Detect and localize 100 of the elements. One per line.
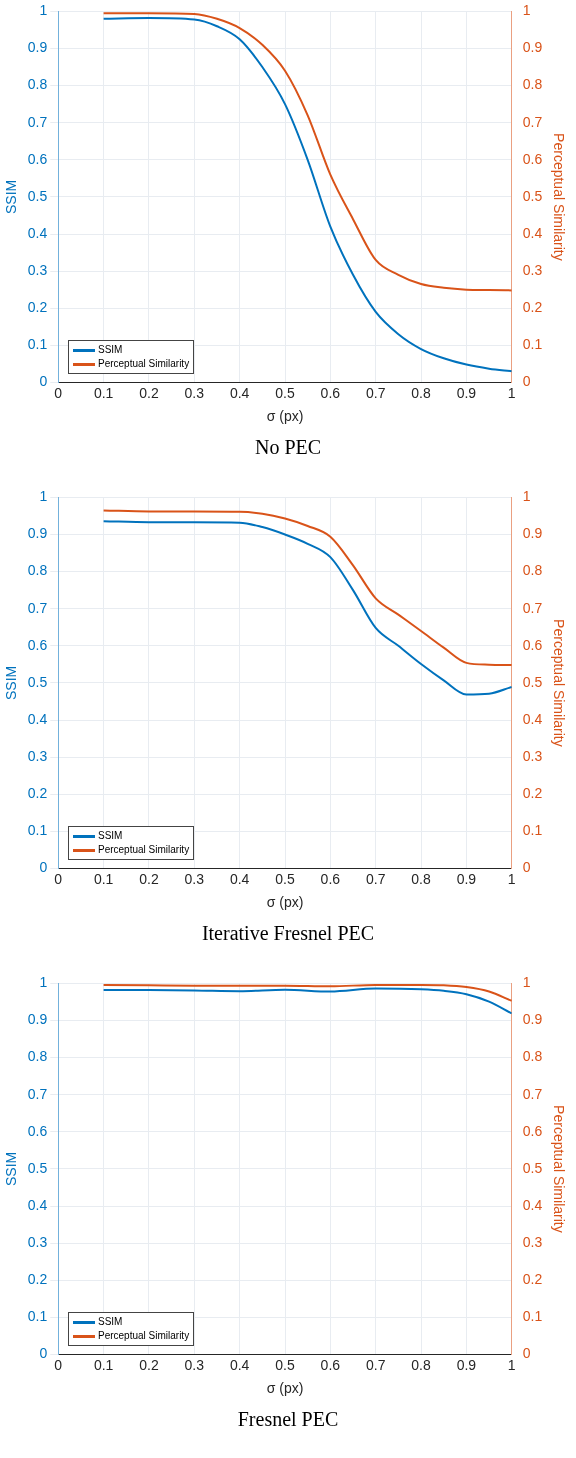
x-tick-label: 0.7 [365, 870, 386, 887]
x-tick-label: 0.1 [93, 1356, 114, 1373]
y2-tick-label: 0.4 [522, 710, 543, 727]
y-tick-label: 1 [39, 488, 48, 505]
x-tick-label: 0.2 [139, 1356, 159, 1373]
y-tick-label: 0.8 [27, 76, 48, 93]
y-tick-label: 0.7 [27, 113, 48, 130]
y2-tick-label: 0.4 [522, 1196, 543, 1213]
y2-tick-label: 0.9 [522, 525, 543, 542]
y2-tick-label: 0.7 [522, 113, 543, 130]
y-tick-label: 0.4 [27, 224, 48, 241]
y2-tick-label: 1 [522, 488, 531, 505]
y-axis-title: SSIM [3, 665, 20, 701]
x-tick-label: 0.7 [365, 384, 386, 401]
y-tick-label: 0.3 [27, 1233, 48, 1250]
y-tick-label: 0.1 [27, 336, 48, 353]
line-series [102, 987, 512, 1015]
y2-tick-label: 0.5 [522, 187, 543, 204]
line-series [102, 12, 512, 292]
x-tick-label: 0.9 [456, 1356, 477, 1373]
x-tick-label: 1 [507, 1356, 516, 1373]
y-tick-label: 0.8 [27, 1048, 48, 1065]
y2-tick-label: 0.9 [522, 39, 543, 56]
x-tick-label: 0.8 [411, 870, 431, 887]
x-tick-label: 0.6 [320, 870, 341, 887]
line-series [102, 509, 512, 667]
y-tick-label: 0.9 [27, 525, 48, 542]
x-tick-label: 0.3 [184, 870, 205, 887]
y2-tick-label: 0.5 [522, 1159, 543, 1176]
y-tick-label: 1 [39, 974, 48, 991]
x-tick-label: 0.5 [275, 870, 295, 887]
y2-tick-label: 0.8 [522, 76, 543, 93]
x-axis-title: σ (px) [266, 1380, 304, 1397]
line-series [102, 520, 512, 696]
text: Fresnel PEC [236, 1408, 340, 1431]
y-tick-label: 0.9 [27, 39, 48, 56]
y-tick-label: 0.7 [27, 1085, 48, 1102]
x-axis-title: σ (px) [266, 408, 304, 425]
y-tick-label: 0.4 [27, 710, 48, 727]
y-tick-label: 0.3 [27, 747, 48, 764]
y2-tick-label: 0.6 [522, 636, 543, 653]
y-tick-label: 0.1 [27, 822, 48, 839]
x-tick-label: 0.6 [320, 384, 341, 401]
y2-tick-label: 0.1 [522, 336, 543, 353]
x-tick-label: 0.9 [456, 870, 477, 887]
y2-tick-label: 0 [522, 1345, 531, 1362]
x-tick-label: 0.7 [365, 1356, 386, 1373]
y-tick-label: 0.1 [27, 1308, 48, 1325]
y2-tick-label: 0.6 [522, 150, 543, 167]
y-tick-label: 0.6 [27, 1122, 48, 1139]
y2-tick-label: 0.3 [522, 1233, 543, 1250]
y2-tick-label: 0.9 [522, 1011, 543, 1028]
y2-tick-label: 0.7 [522, 599, 543, 616]
y2-tick-label: 0 [522, 373, 531, 390]
y-tick-label: 0.2 [27, 299, 48, 316]
y2-tick-label: 0.1 [522, 822, 543, 839]
text: No PEC [253, 436, 323, 459]
x-tick-label: 0 [54, 870, 63, 887]
line-series [102, 983, 512, 1002]
y-axis-title: SSIM [3, 179, 20, 215]
y-tick-label: 0 [39, 859, 48, 876]
y2-tick-label: 0.8 [522, 562, 543, 579]
y2-tick-label: 0.4 [522, 224, 543, 241]
y2-tick-label: 1 [522, 2, 531, 19]
text: Iterative Fresnel PEC [200, 922, 376, 945]
x-tick-label: 1 [507, 384, 516, 401]
y-tick-label: 0.8 [27, 562, 48, 579]
y-tick-label: 0 [39, 373, 48, 390]
x-tick-label: 0.4 [229, 870, 250, 887]
x-tick-label: 0.5 [275, 384, 295, 401]
y-tick-label: 1 [39, 2, 48, 19]
y2-tick-label: 0.3 [522, 261, 543, 278]
y-axis-title: SSIM [3, 1151, 20, 1187]
legend-label: SSIM [98, 829, 123, 843]
x-tick-label: 0.5 [275, 1356, 295, 1373]
y-tick-label: 0.7 [27, 599, 48, 616]
y-tick-label: 0.5 [27, 187, 48, 204]
x-tick-label: 0.1 [93, 870, 114, 887]
x-tick-label: 0.1 [93, 384, 114, 401]
y2-axis-title: Perceptual Similarity [550, 1105, 567, 1233]
y2-tick-label: 1 [522, 974, 531, 991]
y2-axis-title: Perceptual Similarity [550, 133, 567, 261]
y2-tick-label: 0.6 [522, 1122, 543, 1139]
x-tick-label: 0.8 [411, 384, 431, 401]
y-tick-label: 0.4 [27, 1196, 48, 1213]
y2-tick-label: 0.5 [522, 673, 543, 690]
x-tick-label: 0.9 [456, 384, 477, 401]
legend-label: Perceptual Similarity [98, 843, 190, 857]
y2-tick-label: 0.2 [522, 785, 543, 802]
y2-tick-label: 0.8 [522, 1048, 543, 1065]
x-tick-label: 0.3 [184, 1356, 205, 1373]
x-tick-label: 0.4 [229, 384, 250, 401]
x-tick-label: 0.2 [139, 870, 159, 887]
y-tick-label: 0.6 [27, 150, 48, 167]
legend-label: Perceptual Similarity [98, 1329, 190, 1343]
y2-tick-label: 0 [522, 859, 531, 876]
x-axis-title: σ (px) [266, 894, 304, 911]
y-tick-label: 0.5 [27, 673, 48, 690]
legend-label: SSIM [98, 343, 123, 357]
y-tick-label: 0 [39, 1345, 48, 1362]
